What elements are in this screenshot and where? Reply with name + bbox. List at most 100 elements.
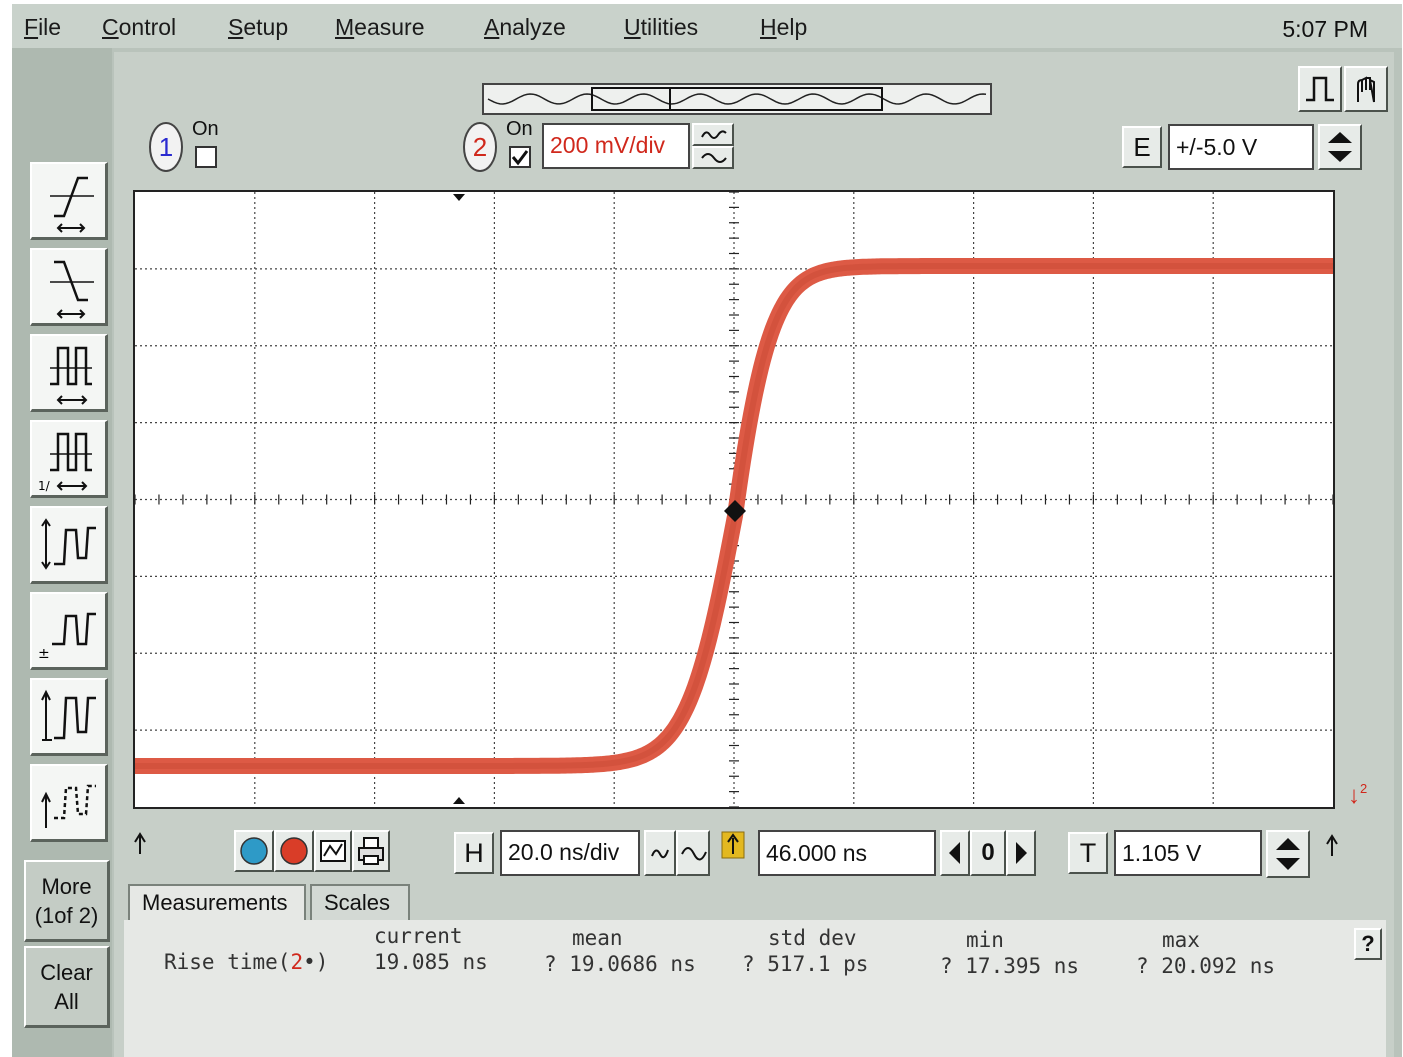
rise-time-max: ? 20.092 ns xyxy=(1136,954,1276,978)
menu-utilities[interactable]: Utilities xyxy=(624,14,699,40)
hand-icon xyxy=(1357,76,1375,103)
run-button[interactable] xyxy=(234,830,274,872)
coarse-wave-icon xyxy=(681,847,707,861)
right-arrow-icon xyxy=(1016,842,1027,864)
menu-control[interactable]: Control xyxy=(102,14,177,40)
tab-scales[interactable]: Scales xyxy=(310,884,410,920)
period-button[interactable] xyxy=(30,334,108,412)
channel-2-on-label: On xyxy=(506,118,533,140)
trigger-button[interactable]: T xyxy=(1068,832,1108,874)
clear-all-button[interactable]: Clear All xyxy=(24,946,110,1028)
position-right-button[interactable] xyxy=(1006,830,1036,876)
timebase-coarse-button[interactable] xyxy=(676,830,710,876)
channel-1-on-label: On xyxy=(192,118,219,140)
external-range-field[interactable]: +/-5.0 V xyxy=(1168,124,1314,170)
more-label: More xyxy=(41,874,92,899)
checkmark-icon xyxy=(511,150,529,166)
position-zero-button[interactable]: 0 xyxy=(970,830,1006,876)
frequency-icon: 1/ xyxy=(38,432,92,493)
autoscale-button[interactable] xyxy=(314,830,352,872)
print-button[interactable] xyxy=(352,830,390,872)
timebase-fine-button[interactable] xyxy=(644,830,676,876)
channel-2-checkbox[interactable] xyxy=(509,146,531,168)
vtop-icon xyxy=(41,689,96,741)
trigger-level-field[interactable]: 1.105 V xyxy=(1114,830,1262,876)
tab-measurements[interactable]: Measurements xyxy=(128,884,306,922)
vamp-icon: ± xyxy=(38,612,96,662)
clear-label: Clear xyxy=(40,960,93,985)
external-trigger-button[interactable]: E xyxy=(1122,126,1162,168)
header-std-dev: std dev xyxy=(768,926,857,950)
trigger-level-spinner[interactable] xyxy=(1266,830,1310,878)
delay-reference-marker xyxy=(453,797,465,804)
left-arrow-icon xyxy=(949,842,960,864)
svg-text:±: ± xyxy=(38,646,50,662)
measurement-name[interactable]: Rise time(2•) xyxy=(164,950,329,974)
menu-file[interactable]: File xyxy=(24,14,62,40)
timebase-scale-field[interactable]: 20.0 ns/div xyxy=(500,830,640,876)
graticule xyxy=(135,192,1333,807)
vbase-icon xyxy=(41,784,96,828)
waveform-overview[interactable] xyxy=(482,83,992,115)
overview-wave-icon xyxy=(487,87,987,111)
all-label: All xyxy=(54,989,79,1014)
svg-text:1/: 1/ xyxy=(38,479,51,493)
stop-button[interactable] xyxy=(274,830,314,872)
channel-2-scale-coarse-button[interactable] xyxy=(692,146,734,169)
svg-text:1: 1 xyxy=(159,132,173,162)
fine-wave-icon xyxy=(701,130,727,139)
channel-2-ground-marker: ↓2 xyxy=(1348,781,1368,809)
waveform-mode-button[interactable] xyxy=(1298,66,1342,112)
autoscale-icon xyxy=(320,840,346,862)
mouse-mode-button[interactable] xyxy=(1344,66,1388,112)
menu-analyze[interactable]: Analyze xyxy=(484,14,566,40)
menu-setup[interactable]: Setup xyxy=(228,14,289,40)
fall-time-icon xyxy=(50,260,94,319)
channel-2-scale-field[interactable]: 200 mV/div xyxy=(542,123,690,169)
vbase-button[interactable] xyxy=(30,764,108,842)
horizontal-position-field[interactable]: 46.000 ns xyxy=(758,830,936,876)
printer-icon xyxy=(358,837,384,865)
right-panel-arrow-icon[interactable] xyxy=(1322,832,1342,858)
rise-time-mean: ? 19.0686 ns xyxy=(544,952,696,976)
rise-time-button[interactable] xyxy=(30,162,108,240)
run-indicator-icon xyxy=(240,837,268,865)
rise-time-icon xyxy=(50,176,94,233)
amplitude-button[interactable]: ± xyxy=(30,592,108,670)
rise-time-std-dev: ? 517.1 ps xyxy=(742,952,869,976)
channel-2-badge[interactable]: 2 xyxy=(460,120,500,174)
stop-indicator-icon xyxy=(280,837,308,865)
more-button[interactable]: More (1of 2) xyxy=(24,860,110,942)
menu-measure[interactable]: Measure xyxy=(335,14,425,40)
header-current: current xyxy=(374,924,463,948)
period-icon xyxy=(50,346,92,405)
vtop-button[interactable] xyxy=(30,678,108,756)
channel-1-badge[interactable]: 1 xyxy=(146,120,186,174)
menu-help[interactable]: Help xyxy=(760,14,808,40)
channel-2-scale-fine-button[interactable] xyxy=(692,123,734,146)
left-panel-arrow-icon[interactable] xyxy=(130,830,150,856)
frequency-button[interactable]: 1/ xyxy=(30,420,108,498)
more-page-label: (1of 2) xyxy=(34,903,99,928)
channel-2-trace-band xyxy=(135,263,1333,769)
up-down-arrow-icon xyxy=(1328,132,1352,162)
position-left-button[interactable] xyxy=(940,830,970,876)
rise-time-min: ? 17.395 ns xyxy=(940,954,1080,978)
vpp-button[interactable] xyxy=(30,506,108,584)
horizontal-button[interactable]: H xyxy=(454,832,494,874)
delay-reference-icon[interactable] xyxy=(720,830,746,860)
header-max: max xyxy=(1162,928,1200,952)
measurements-panel: current mean std dev min max Rise time(2… xyxy=(124,920,1386,1057)
pulse-icon xyxy=(1306,76,1334,102)
horizontal-position-marker xyxy=(453,194,465,201)
external-range-spinner[interactable] xyxy=(1318,124,1362,170)
svg-text:2: 2 xyxy=(473,132,487,162)
channel-1-checkbox[interactable] xyxy=(195,146,217,168)
coarse-wave-icon xyxy=(701,153,727,163)
help-button[interactable]: ? xyxy=(1354,928,1382,960)
measurement-point-marker xyxy=(724,500,746,522)
fall-time-button[interactable] xyxy=(30,248,108,326)
header-mean: mean xyxy=(572,926,623,950)
measurement-toolbar: 1/ ± More xyxy=(12,48,112,1057)
waveform-display[interactable] xyxy=(133,190,1335,809)
